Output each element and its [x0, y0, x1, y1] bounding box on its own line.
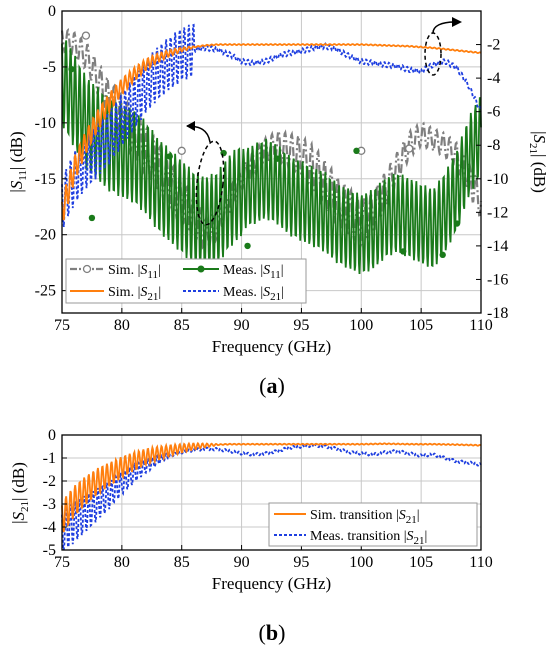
meas-s11-marker	[88, 214, 96, 222]
y-left-tick-label: -5	[43, 59, 56, 76]
legend-box	[268, 502, 478, 547]
sim-s11-marker	[177, 146, 186, 155]
legend-sim-transition-label: Sim. transition |S21|	[310, 508, 420, 526]
meas-transition-s21-line	[61, 443, 482, 551]
s21-arrowhead	[452, 17, 462, 27]
y-tick-label: -2	[43, 473, 56, 490]
legend-sim-s11-marker	[82, 264, 92, 274]
legend-sim-s21-label: Sim. |S21|	[108, 285, 161, 303]
sim-s11-marker	[81, 31, 91, 40]
y-tick-label: 0	[48, 427, 56, 444]
meas-s21-line	[61, 23, 482, 228]
y-left-tick-label: 0	[48, 3, 56, 20]
sim-transition-s21-line	[61, 441, 482, 533]
panel-label-b: (b)	[259, 620, 286, 645]
x-tick-label: 85	[174, 554, 190, 571]
x-tick-label: 105	[409, 317, 433, 334]
meas-s11-marker	[166, 153, 173, 160]
x-tick-label: 110	[469, 317, 492, 334]
x-axis-label: Frequency (GHz)	[212, 337, 331, 356]
legend-meas-s11-label: Meas. |S11|	[223, 263, 284, 281]
y-right-tick-label: -12	[487, 204, 508, 221]
y-right-axis-label: |S21| (dB)	[527, 131, 549, 193]
meas-s11-marker	[220, 149, 227, 157]
s21-arrow	[432, 21, 456, 34]
meas-s11-marker	[274, 155, 281, 162]
y-right-tick-label: -16	[487, 271, 508, 288]
x-tick-label: 100	[349, 317, 373, 334]
legend-box	[65, 258, 307, 304]
y-right-tick-label: -8	[487, 137, 500, 154]
legend-meas-s11-marker	[197, 265, 205, 273]
y-right-tick-label: -14	[487, 238, 508, 255]
x-axis-label: Frequency (GHz)	[212, 574, 331, 593]
x-tick-label: 90	[234, 554, 250, 571]
y-right-tick-label: -4	[487, 70, 500, 87]
s11-ellipse	[195, 140, 225, 226]
x-tick-label: 95	[293, 317, 309, 334]
sim-s11-line	[60, 27, 483, 250]
x-tick-label: 90	[234, 317, 250, 334]
x-tick-label: 105	[409, 554, 433, 571]
x-tick-label: 100	[349, 554, 373, 571]
y-left-tick-label: -15	[35, 171, 56, 188]
x-tick-label: 80	[114, 317, 130, 334]
y-right-tick-label: -18	[487, 305, 508, 322]
y-right-tick-label: -10	[487, 171, 508, 188]
meas-s11-marker	[453, 220, 461, 227]
meas-s11-marker	[399, 248, 407, 255]
y-tick-label: -1	[43, 450, 56, 467]
y-left-tick-label: -10	[35, 115, 56, 132]
meas-s11-marker	[439, 251, 446, 259]
y-axis-label: |S21| (dB)	[9, 462, 31, 524]
y-right-tick-label: -6	[487, 104, 500, 121]
y-left-tick-label: -25	[35, 283, 56, 300]
y-left-tick-label: -20	[35, 227, 56, 244]
x-tick-label: 95	[293, 554, 309, 571]
x-tick-label: 75	[54, 317, 70, 334]
legend-sim-s11-label: Sim. |S11|	[108, 263, 161, 281]
meas-s11-marker	[353, 147, 360, 155]
meas-s11-marker	[244, 242, 251, 250]
x-tick-label: 110	[469, 554, 492, 571]
s11-arrowhead	[186, 121, 195, 131]
panel-a-chart: 75 80 85 90 95 100 105 110 0 -5 -10 -15 -20 -25 -2 -4 -6…	[7, 3, 549, 398]
x-tick-label: 80	[114, 554, 130, 571]
legend-b: Sim. transition |S21| Meas. transition |…	[268, 502, 478, 547]
y-tick-label: -3	[43, 496, 56, 513]
legend-meas-s21-label: Meas. |S21|	[223, 285, 284, 303]
y-tick-label: -4	[43, 519, 56, 536]
x-tick-label: 85	[174, 317, 190, 334]
x-tick-label: 75	[54, 554, 70, 571]
plot-frame	[61, 434, 482, 551]
meas-s11-line	[61, 40, 482, 275]
y-left-axis-label: |S11| (dB)	[7, 131, 29, 192]
sim-s21-line	[61, 43, 482, 221]
sim-s11-marker	[405, 144, 414, 153]
meas-s11-marker	[68, 65, 75, 73]
legend-meas-transition-label: Meas. transition |S21|	[310, 529, 427, 547]
panel-label-a: (a)	[259, 373, 285, 398]
y-tick-label: -5	[43, 542, 56, 559]
y-right-tick-label: -2	[487, 37, 500, 54]
legend-a: Sim. |S11| Sim. |S21| Meas. |S11| Meas. …	[65, 258, 307, 304]
panel-b-chart: 75 80 85 90 95 100 105 110 0 -1 -2 -3 -4 -5 Frequency …	[9, 427, 493, 645]
plot-frame	[61, 10, 482, 314]
